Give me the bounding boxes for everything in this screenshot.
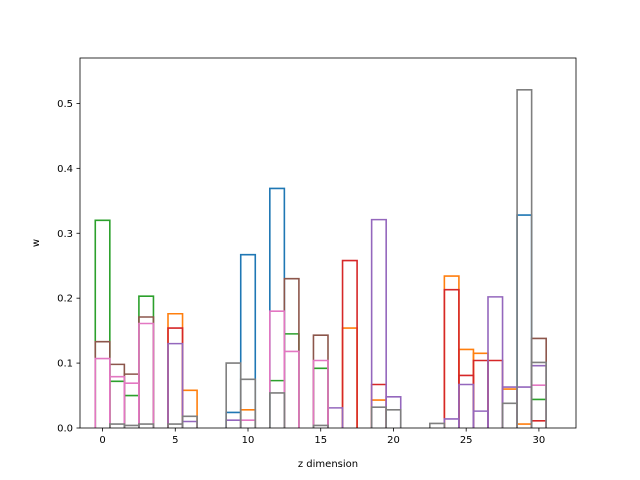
x-tick-label: 10: [242, 435, 255, 446]
histogram-bin: [312, 359, 329, 428]
histogram-bin: [94, 219, 111, 428]
x-tick-label: 30: [533, 435, 546, 446]
series-layer: [94, 89, 547, 428]
histogram-bin: [138, 423, 155, 428]
histogram-bin: [138, 322, 155, 428]
plot-frame: [79, 57, 577, 429]
histogram-bin: [385, 409, 402, 428]
histogram-bin: [443, 288, 460, 428]
histogram-bin: [516, 89, 533, 428]
x-axis-label: z dimension: [298, 459, 358, 470]
x-tick-label: 15: [314, 435, 327, 446]
histogram-bin: [530, 361, 547, 428]
series-8: [109, 89, 547, 428]
histogram-bin: [458, 383, 475, 428]
histogram-bin: [181, 415, 198, 428]
x-tick-label: 5: [172, 435, 178, 446]
histogram-bin: [341, 259, 358, 428]
histogram-bin: [370, 218, 387, 428]
x-tick-label: 20: [387, 435, 400, 446]
x-tick-label: 25: [460, 435, 473, 446]
y-axis-label: w: [31, 239, 42, 247]
histogram-bin: [312, 424, 329, 428]
y-tick-label: 0.1: [57, 359, 73, 370]
x-tick-label: 0: [99, 435, 105, 446]
y-tick-label: 0.3: [57, 229, 73, 240]
y-tick-label: 0.0: [57, 424, 73, 435]
y-tick-label: 0.4: [57, 164, 73, 175]
x-axis-ticks: 0 5 10 15 20 25 30: [99, 428, 545, 446]
y-axis-ticks: 0.0 0.1 0.2 0.3 0.4 0.5: [57, 99, 80, 435]
histogram-bin: [167, 342, 184, 428]
histogram-bin: [239, 378, 257, 428]
histogram-bin: [283, 350, 300, 428]
y-tick-label: 0.2: [57, 294, 73, 305]
y-tick-label: 0.5: [57, 99, 73, 110]
histogram-bin: [239, 253, 257, 428]
histogram-bin: [269, 392, 286, 428]
histogram-bin: [429, 422, 446, 428]
histogram-bin: [487, 296, 504, 428]
